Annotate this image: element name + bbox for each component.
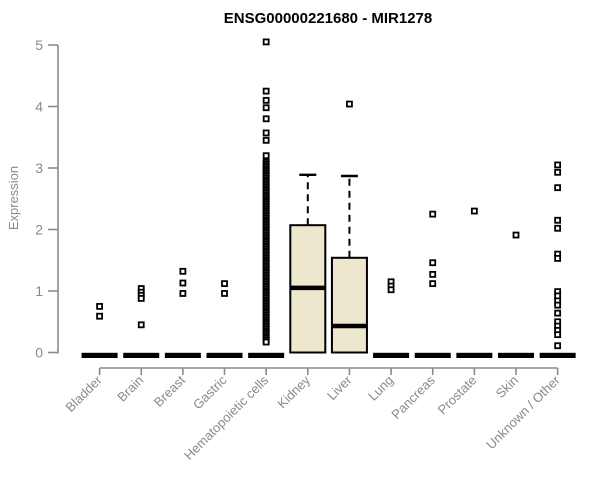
y-tick-label: 0 — [35, 345, 43, 361]
outlier-point — [179, 279, 187, 287]
x-tick-label: Bladder — [62, 372, 105, 415]
outlier-point — [96, 302, 103, 310]
zero-bar — [123, 352, 160, 358]
outlier-point — [179, 267, 187, 275]
plot-area — [81, 38, 576, 358]
outlier-point — [179, 290, 187, 297]
x-tick-label: Pancreas — [388, 372, 438, 422]
x-tick-label: Liver — [324, 372, 355, 403]
zero-bar — [81, 352, 118, 358]
zero-bar — [164, 352, 201, 358]
outlier-point — [262, 338, 270, 346]
outlier-point — [262, 38, 270, 46]
y-tick-label: 3 — [35, 160, 43, 176]
outlier-point — [554, 301, 562, 309]
outlier-point — [429, 270, 437, 278]
outlier-point — [137, 321, 145, 329]
y-axis-title: Expression — [6, 166, 21, 230]
outlier-point — [554, 342, 562, 350]
x-tick-label: Kidney — [274, 372, 313, 411]
outlier-point — [262, 152, 270, 160]
x-tick-label: Gastric — [190, 372, 230, 412]
outlier-point — [554, 168, 562, 176]
outlier-point — [429, 210, 437, 218]
outlier-point — [137, 294, 145, 302]
outlier-point — [262, 87, 270, 95]
zero-bar — [539, 352, 576, 358]
x-tick-label: Skin — [493, 373, 521, 401]
outlier-point — [96, 312, 103, 320]
outlier-point — [262, 115, 270, 123]
zero-bar — [373, 352, 410, 358]
outlier-point — [262, 96, 270, 104]
outlier-point — [554, 309, 562, 317]
outlier-point — [554, 224, 562, 232]
outlier-point — [470, 207, 478, 215]
outlier-point — [512, 231, 520, 239]
zero-bar — [456, 352, 493, 358]
outlier-point — [554, 184, 562, 192]
zero-bar — [248, 352, 285, 358]
y-tick-label: 5 — [35, 37, 43, 53]
x-tick-label: Breast — [151, 372, 188, 409]
x-tick-label: Brain — [114, 373, 146, 405]
y-tick-label: 4 — [35, 99, 43, 115]
outlier-point — [554, 161, 562, 169]
outlier-point — [221, 290, 228, 297]
outlier-point — [346, 100, 353, 108]
x-tick-label: Lung — [365, 373, 396, 404]
x-tick-label: Prostate — [435, 373, 480, 418]
zero-bar — [498, 352, 534, 358]
x-tick-label: Unknown / Other — [483, 372, 563, 452]
outlier-point — [554, 216, 562, 224]
zero-bar — [206, 352, 243, 358]
y-tick-label: 2 — [35, 222, 43, 238]
outlier-point — [262, 136, 270, 144]
outlier-point — [262, 104, 270, 112]
chart-title: ENSG00000221680 - MIR1278 — [224, 10, 432, 27]
outlier-point — [554, 331, 562, 339]
boxplot-box — [330, 256, 368, 354]
outlier-point — [262, 129, 270, 137]
outlier-point — [554, 255, 562, 262]
outlier-point — [429, 280, 437, 288]
zero-bar — [414, 352, 451, 358]
outlier-point — [387, 286, 395, 294]
outlier-point — [221, 280, 228, 288]
outlier-point — [429, 259, 437, 267]
y-tick-label: 1 — [35, 283, 43, 299]
